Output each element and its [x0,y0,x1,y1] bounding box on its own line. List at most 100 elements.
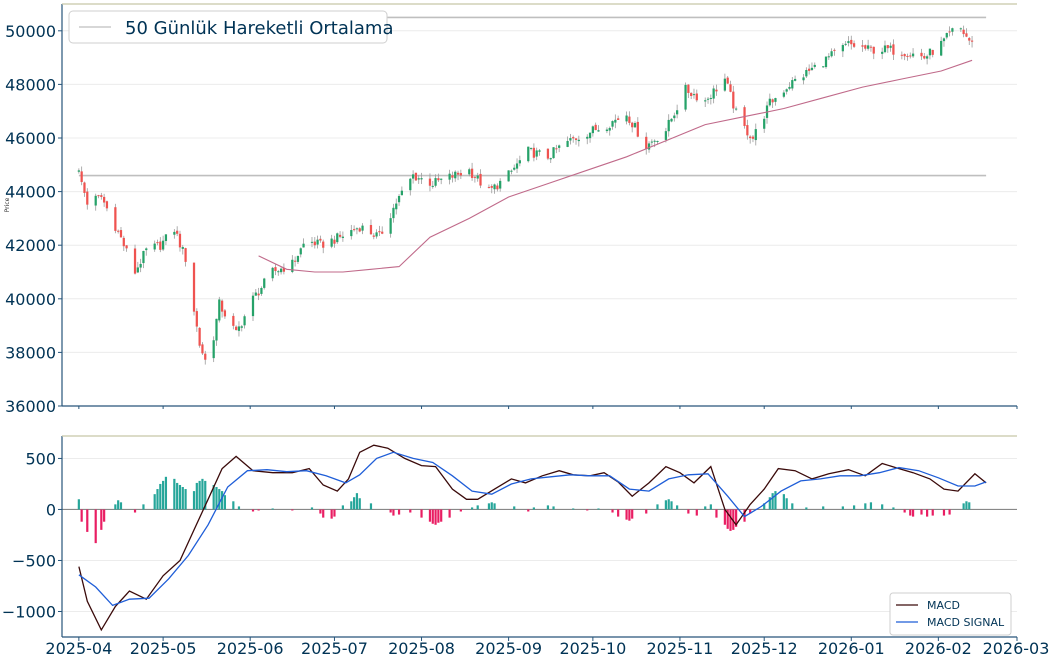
candle-up [260,287,263,294]
x-tick-label: 2025-06 [217,639,284,658]
histogram-bar-negative [920,509,923,515]
histogram-bar-positive [881,504,884,510]
candle-up [142,250,145,264]
price-axes [61,3,1017,407]
histogram-bar-positive [173,478,176,510]
histogram-bar-positive [142,504,145,510]
candle-down [695,93,698,101]
candle-up [507,170,510,182]
histogram-bar-positive [774,491,777,510]
candle-up [476,175,479,179]
macd-line [78,444,987,632]
macd-y-tick-label: −1000 [2,602,56,621]
histogram-bar-positive [341,505,344,510]
histogram-bar-positive [709,504,712,510]
histogram-bar-positive [353,497,356,510]
candle-up [591,126,594,134]
macd-histogram [77,476,971,544]
candle-up [350,230,353,237]
histogram-bar-positive [552,506,555,510]
candle-up [173,231,176,235]
candle-up [336,233,339,243]
ma50-group [258,59,973,273]
macd-y-ticks: −1000 −500 0 500 [2,449,62,621]
histogram-bar-positive [763,503,766,510]
candle-down [833,49,836,51]
histogram-bar-negative [428,509,432,522]
histogram-bar-negative [103,509,106,522]
candle-up [605,129,609,132]
candle-up [925,56,929,59]
price-y-tick-label: 46000 [5,129,56,148]
candle-up [240,326,243,328]
histogram-bar-positive [237,506,241,510]
candle-up [827,56,830,58]
candle-up [754,129,757,141]
candle-down [617,118,620,120]
histogram-bar-positive [490,502,493,510]
candle-up [409,178,412,191]
histogram-bar-positive [771,493,774,510]
histogram-bar-positive [892,507,895,510]
histogram-bar-negative [322,509,325,518]
candle-up [330,238,333,247]
candle-down [369,225,373,235]
histogram-bar-negative [715,509,718,518]
histogram-bar-negative [942,509,946,516]
candle-up [310,241,314,243]
candle-down [156,242,159,244]
histogram-bar-positive [513,506,516,510]
histogram-bar-negative [459,509,462,512]
candle-up [942,38,946,42]
histogram-bar-negative [527,509,530,512]
candle-up [299,248,302,255]
candle-down [338,234,342,237]
candle-up [411,174,415,179]
candle-down [473,176,477,178]
price-reference-lines [78,16,987,177]
candle-down [97,195,100,197]
price-legend-box [68,10,388,44]
histogram-bar-negative [628,509,631,521]
price-y-tick-label: 48000 [5,75,56,94]
candle-down [381,231,384,234]
candle-up [549,158,552,160]
histogram-bar-positive [782,494,785,510]
candle-up [667,119,670,132]
candle-down [886,45,889,49]
candle-up [392,207,395,219]
histogram-bar-positive [162,480,165,510]
histogram-bar-positive [77,499,80,510]
candle-up [813,64,816,67]
candle-up [389,218,392,234]
candle-down [479,173,482,186]
histogram-bar-negative [392,509,395,516]
price-panel: 36000 38000 40000 42000 44000 46000 48000 50000… [4,3,1017,416]
histogram-bar-negative [80,509,83,522]
candle-up [212,340,215,359]
candle-up [706,98,710,100]
candle-up [254,292,257,296]
candle-down [968,38,971,41]
histogram-bar-positive [704,506,707,510]
candle-down [319,238,322,241]
candle-down [122,237,125,247]
candle-up [791,80,794,89]
candle-up [611,121,614,127]
candle-up [805,69,808,77]
candle-up [867,45,870,49]
candle-up [251,295,255,317]
candle-up [291,259,294,273]
histogram-bar-positive [232,501,235,510]
price-y-tick-label: 36000 [5,397,56,416]
macd-legend-label-macd: MACD [927,599,960,612]
candle-up [670,118,673,122]
histogram-bar-negative [437,509,440,523]
candle-down [201,344,204,354]
candle-up [77,170,80,172]
histogram-bar-positive [670,501,673,510]
candle-down [900,54,903,56]
candle-down [159,241,162,250]
histogram-bar-positive [476,505,479,510]
